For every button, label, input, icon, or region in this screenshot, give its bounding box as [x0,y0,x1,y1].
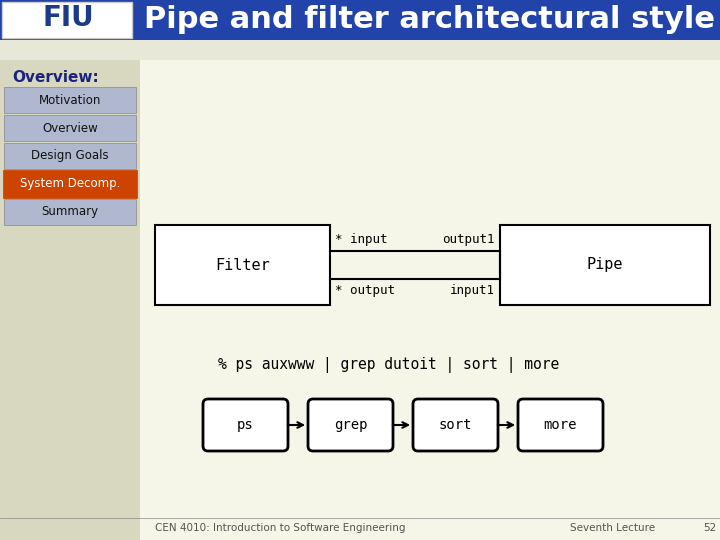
FancyBboxPatch shape [4,171,136,197]
FancyBboxPatch shape [413,399,498,451]
Text: % ps auxwww | grep dutoit | sort | more: % ps auxwww | grep dutoit | sort | more [218,357,559,373]
Text: Design Goals: Design Goals [31,150,109,163]
Text: Seventh Lecture: Seventh Lecture [570,523,655,533]
Text: more: more [544,418,577,432]
Text: output1: output1 [443,233,495,246]
FancyBboxPatch shape [500,225,710,305]
Text: * input: * input [335,233,387,246]
Text: Filter: Filter [215,258,270,273]
FancyBboxPatch shape [518,399,603,451]
Text: * output: * output [335,284,395,296]
Text: input1: input1 [450,284,495,296]
Text: Overview:: Overview: [12,71,99,85]
Text: 52: 52 [703,523,716,533]
FancyBboxPatch shape [4,143,136,169]
FancyBboxPatch shape [308,399,393,451]
FancyBboxPatch shape [4,199,136,225]
FancyBboxPatch shape [4,115,136,141]
FancyBboxPatch shape [0,0,720,60]
Text: grep: grep [334,418,367,432]
FancyBboxPatch shape [155,225,330,305]
Text: Summary: Summary [42,206,99,219]
Text: CEN 4010: Introduction to Software Engineering: CEN 4010: Introduction to Software Engin… [155,523,405,533]
Text: Motivation: Motivation [39,93,102,106]
Text: Pipe and filter architectural style: Pipe and filter architectural style [145,4,716,33]
FancyBboxPatch shape [0,60,140,540]
Text: Pipe: Pipe [587,258,624,273]
Text: System Decomp.: System Decomp. [20,178,120,191]
Text: Overview: Overview [42,122,98,134]
FancyBboxPatch shape [4,87,136,113]
Text: FIU: FIU [42,4,94,32]
Text: sort: sort [438,418,472,432]
Text: ps: ps [237,418,254,432]
FancyBboxPatch shape [2,2,132,38]
FancyBboxPatch shape [0,0,720,40]
FancyBboxPatch shape [203,399,288,451]
